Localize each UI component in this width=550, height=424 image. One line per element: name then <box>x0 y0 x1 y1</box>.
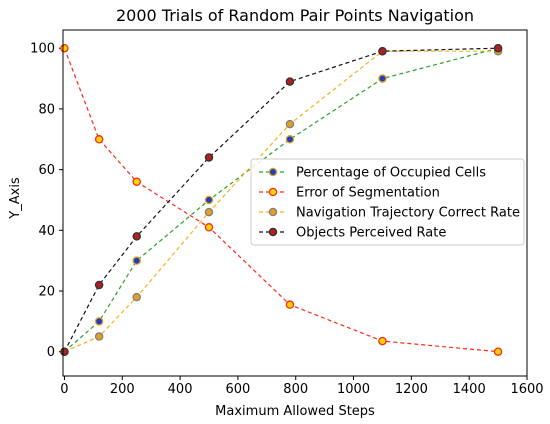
data-point <box>378 46 387 56</box>
data-point <box>285 135 295 144</box>
legend-marker <box>268 187 278 197</box>
data-point <box>204 207 214 217</box>
legend-box <box>250 158 525 246</box>
legend-label: Navigation Trajectory Correct Rate <box>296 206 520 221</box>
legend-marker <box>268 207 278 217</box>
legend-label: Percentage of Occupied Cells <box>296 166 486 181</box>
y-tick-label: 40 <box>38 224 55 239</box>
legend-marker <box>268 167 278 177</box>
x-axis-title: Maximum Allowed Steps <box>215 404 375 419</box>
y-tick-label: 100 <box>30 42 55 57</box>
x-tick-label: 0 <box>60 382 68 397</box>
data-point <box>94 332 104 341</box>
y-tick-label: 20 <box>38 285 55 300</box>
data-point <box>132 177 141 187</box>
x-tick-label: 1400 <box>453 382 486 397</box>
x-tick-label: 600 <box>225 382 250 397</box>
data-point <box>204 153 214 162</box>
data-point <box>60 347 69 356</box>
data-point <box>132 232 141 241</box>
axes: 0 200 400 600 800 1000 1200 1400 1600 0 20 40 60 80 10… <box>30 42 543 397</box>
data-point <box>378 74 387 83</box>
x-tick-label: 400 <box>168 382 193 397</box>
y-tick-label: 60 <box>38 163 55 178</box>
x-tick-label: 200 <box>110 382 135 397</box>
legend-marker <box>268 227 278 237</box>
data-point <box>204 223 214 232</box>
data-point <box>285 119 295 129</box>
legend-label: Objects Perceived Rate <box>296 226 446 241</box>
data-point <box>60 43 69 53</box>
y-tick-label: 0 <box>47 345 55 360</box>
legend-label: Error of Segmentation <box>296 186 440 201</box>
plot-frame <box>62 29 528 377</box>
legend: Percentage of Occupied Cells Error of Seg… <box>250 158 525 246</box>
chart-title: 2000 Trials of Random Pair Points Naviga… <box>116 6 474 25</box>
data-point <box>285 77 295 86</box>
data-point <box>94 135 104 144</box>
data-point <box>378 336 387 346</box>
x-tick-label: 1200 <box>395 382 428 397</box>
data-point <box>493 347 503 356</box>
y-axis-title: Y_Axis <box>8 177 23 220</box>
data-point <box>132 292 141 302</box>
x-tick-label: 800 <box>283 382 308 397</box>
x-tick-label: 1600 <box>510 382 543 397</box>
data-point <box>94 280 104 290</box>
data-point <box>285 300 295 309</box>
data-point <box>204 195 214 205</box>
x-tick-label: 1000 <box>337 382 370 397</box>
y-tick-label: 80 <box>38 102 55 117</box>
data-point <box>132 256 141 265</box>
data-point <box>94 317 104 326</box>
data-point <box>493 43 503 53</box>
